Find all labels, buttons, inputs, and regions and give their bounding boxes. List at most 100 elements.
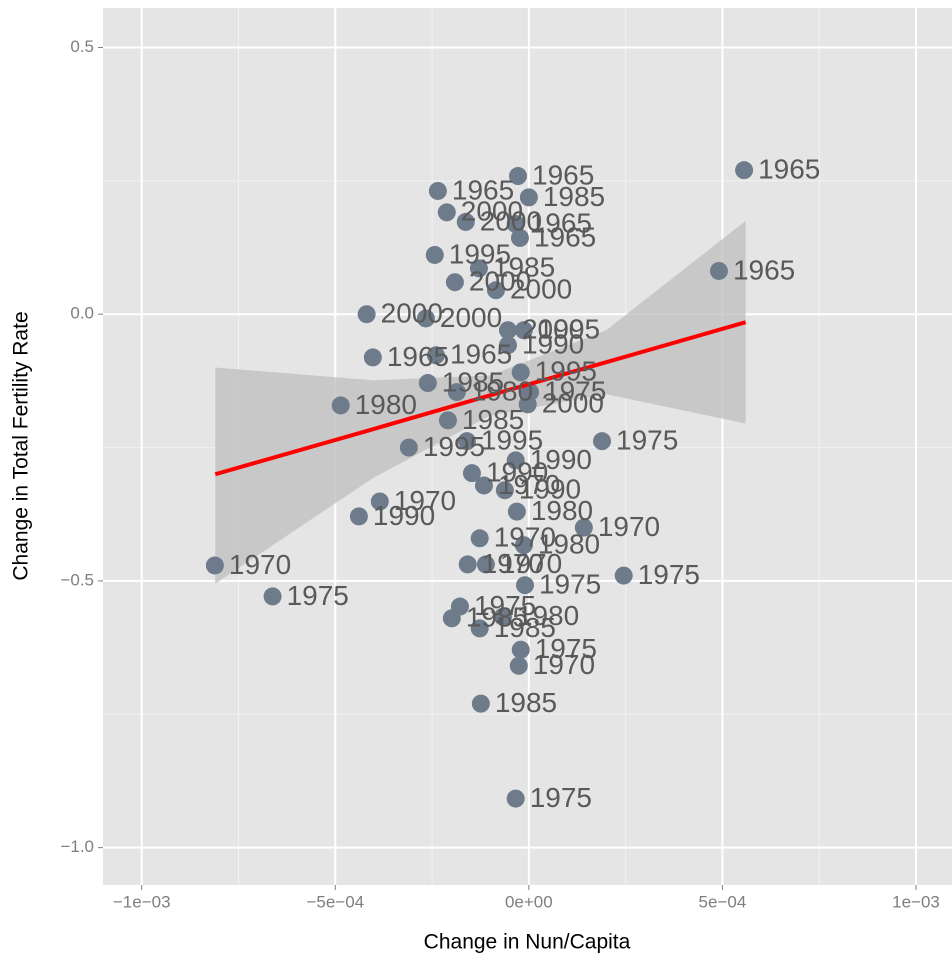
- point-label: 1975: [539, 569, 601, 600]
- point-label: 1970: [500, 548, 562, 579]
- point: [614, 566, 633, 585]
- point-label: 1980: [517, 600, 579, 631]
- point-label: 1965: [532, 159, 594, 190]
- point-label: 1965: [387, 341, 449, 372]
- point-label: 1980: [531, 495, 593, 526]
- point: [426, 346, 445, 365]
- point: [486, 281, 505, 300]
- point: [438, 411, 457, 430]
- point-label: 2000: [461, 196, 523, 227]
- point: [370, 492, 389, 511]
- point: [462, 464, 481, 483]
- x-axis-title: Change in Nun/Capita: [424, 931, 631, 954]
- point-label: 2000: [381, 298, 443, 329]
- point-label: 1965: [450, 339, 512, 370]
- point-label: 1990: [519, 474, 581, 505]
- point-label: 1995: [449, 238, 511, 269]
- point-label: 2000: [469, 266, 531, 297]
- point: [498, 336, 517, 355]
- confidence-band: [215, 220, 746, 584]
- point-label: 1980: [355, 389, 417, 420]
- point: [476, 555, 495, 574]
- x-tick-label: 1e−03: [892, 892, 940, 911]
- point-label: 1975: [544, 375, 606, 406]
- point-label: 1980: [471, 375, 533, 406]
- point-label: 1975: [530, 782, 592, 813]
- point: [506, 789, 525, 808]
- point-label: 1970: [394, 485, 456, 516]
- point-label: 1985: [466, 602, 528, 633]
- point: [511, 640, 530, 659]
- point-label: 1985: [442, 366, 504, 397]
- point: [458, 555, 477, 574]
- point-label: 1995: [535, 356, 597, 387]
- point: [498, 321, 517, 340]
- point: [442, 609, 461, 628]
- point-label: 1995: [423, 431, 485, 462]
- point: [493, 607, 512, 626]
- point: [416, 309, 435, 328]
- point: [495, 481, 514, 500]
- point-label: 2000: [542, 388, 604, 419]
- y-tick-label: 0.0: [70, 304, 94, 323]
- x-tick-label: −1e−03: [113, 892, 171, 911]
- point: [507, 502, 526, 521]
- y-axis-title: Change in Total Fertility Rate: [10, 311, 33, 580]
- point-label: 1980: [538, 529, 600, 560]
- point-label: 1995: [538, 314, 600, 345]
- fit-line: [214, 320, 747, 477]
- point-label: 1970: [533, 649, 595, 680]
- point-label: 1990: [373, 500, 435, 531]
- point-label: 1965: [534, 221, 596, 252]
- y-tick-label: −0.5: [60, 570, 94, 589]
- x-tick-label: 0e+00: [505, 892, 553, 911]
- point: [437, 203, 456, 222]
- point-label: 1985: [493, 252, 555, 283]
- point: [205, 556, 224, 575]
- point-label: 1990: [530, 444, 592, 475]
- point-label: 1990: [522, 329, 584, 360]
- point: [445, 273, 464, 292]
- point: [521, 383, 540, 402]
- point: [470, 619, 489, 638]
- y-tick-label: −1.0: [60, 837, 94, 856]
- point-label: 2000: [480, 205, 542, 236]
- point-label: 1985: [543, 181, 605, 212]
- point-label: 1970: [494, 522, 556, 553]
- point: [514, 321, 533, 340]
- point-label: 1965: [733, 254, 795, 285]
- y-tick-label: 0.5: [70, 37, 94, 56]
- point: [418, 374, 437, 393]
- point: [515, 576, 534, 595]
- point-label: 1970: [229, 549, 291, 580]
- point: [519, 188, 538, 207]
- point-label: 1965: [452, 174, 514, 205]
- point-label: 1985: [494, 612, 556, 643]
- point: [447, 383, 466, 402]
- point-label: 2000: [522, 314, 584, 345]
- point: [511, 363, 530, 382]
- point-label: 2000: [440, 302, 502, 333]
- point-label: 1970: [482, 548, 544, 579]
- x-tick-label: −5e−04: [306, 892, 364, 911]
- point: [349, 507, 368, 526]
- point-label: 1970: [598, 511, 660, 542]
- point: [469, 259, 488, 278]
- point-label: 2000: [510, 274, 572, 305]
- point-label: 1970: [498, 469, 560, 500]
- point: [506, 215, 525, 234]
- point: [331, 396, 350, 415]
- point-label: 1975: [616, 425, 678, 456]
- point: [428, 181, 447, 200]
- point: [514, 536, 533, 555]
- point-label: 1975: [474, 590, 536, 621]
- point: [471, 694, 490, 713]
- point: [357, 305, 376, 324]
- point-label: 1965: [530, 207, 592, 238]
- point: [506, 451, 525, 470]
- point: [709, 261, 728, 280]
- point: [470, 529, 489, 548]
- point: [509, 656, 528, 675]
- point: [474, 476, 493, 495]
- point: [399, 438, 418, 457]
